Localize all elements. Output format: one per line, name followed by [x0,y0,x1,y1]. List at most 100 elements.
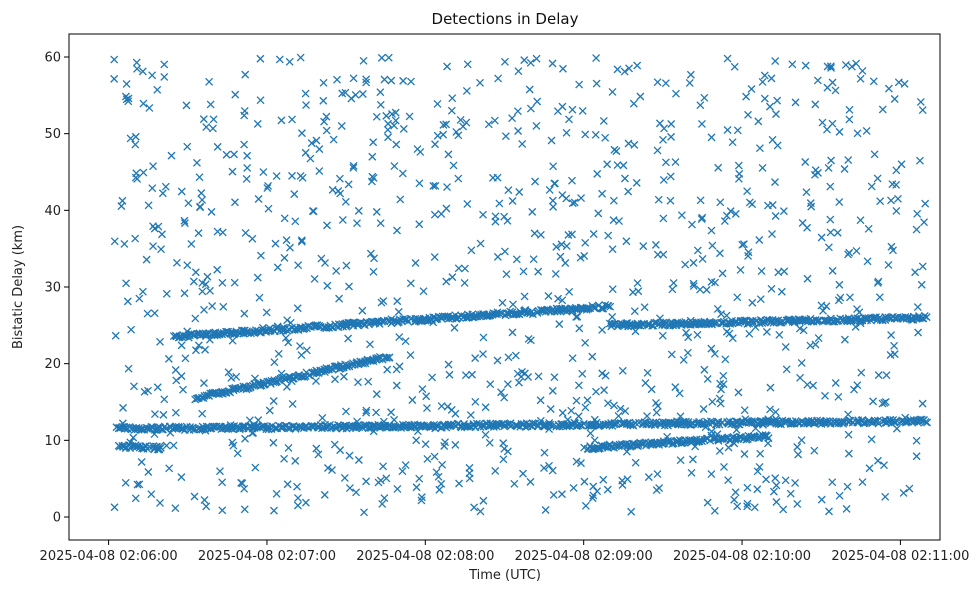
data-point [891,417,899,426]
data-point [515,378,523,387]
data-point [581,501,590,510]
data-point [454,174,463,183]
data-point [429,181,438,190]
data-point [526,58,535,67]
data-point [139,168,148,177]
data-point [148,184,157,193]
data-point [284,443,293,452]
data-point [763,201,772,210]
data-point [628,288,637,297]
data-point [320,490,329,499]
data-point [131,441,140,450]
data-point [909,312,918,321]
data-point [393,297,402,306]
data-point [224,368,233,377]
data-point [722,327,731,336]
data-point [240,484,249,493]
data-point [226,421,235,430]
data-point [376,88,385,97]
data-point [166,428,175,437]
data-point [679,356,688,364]
data-point [430,452,439,461]
data-point [231,90,240,99]
data-point [811,100,820,109]
data-point [568,199,577,208]
data-point [771,474,780,483]
data-point [835,491,844,500]
data-point [515,310,524,319]
data-point [396,195,405,204]
data-point [874,419,883,428]
data-point [762,475,771,484]
data-point [852,246,861,255]
data-point [612,441,621,450]
data-point [368,152,377,161]
data-point [394,307,403,316]
data-point [652,418,660,427]
data-point [574,381,583,390]
x-tick-label: 2025-04-08 02:10:00 [673,549,811,564]
data-point [358,306,367,315]
data-point [640,303,649,312]
data-point [730,495,739,504]
data-point [169,332,178,341]
data-point [599,475,608,484]
data-point [501,132,510,141]
data-point [606,302,615,311]
data-point [110,55,119,64]
data-point [809,381,818,390]
data-point [572,457,581,466]
data-point [392,381,401,390]
data-point [380,75,389,84]
data-point [219,302,228,311]
data-point [747,85,756,93]
data-point [143,309,152,318]
data-point [731,488,740,497]
data-point [264,181,273,190]
data-point [362,75,371,84]
data-point [345,282,353,291]
data-point [599,117,608,125]
data-point [280,454,289,463]
data-point [181,354,190,363]
data-point [301,89,310,98]
data-point [629,99,638,108]
data-point [479,350,487,359]
data-point [322,112,331,121]
data-point [122,79,131,88]
data-point [613,161,622,169]
data-point [406,279,415,288]
data-point [788,60,797,69]
data-point [399,76,408,85]
data-point [338,216,347,224]
data-point [318,414,327,422]
data-point [413,145,422,154]
data-point [568,230,576,239]
data-point [296,53,305,62]
data-point [376,100,385,109]
data-point [198,195,207,204]
data-point [206,286,214,295]
data-point [110,237,119,246]
data-point [870,150,879,159]
data-point [779,207,788,216]
data-point [720,217,729,226]
data-point [348,361,357,369]
data-point [417,493,426,502]
data-point [476,239,485,248]
data-point [922,313,931,322]
data-point [588,420,597,429]
data-point [172,376,181,385]
data-point [282,236,291,245]
data-point [504,186,513,195]
data-point [440,312,449,321]
data-point [133,480,142,489]
data-point [852,59,861,68]
data-point [433,99,442,108]
data-point [673,417,681,426]
data-point [707,344,716,353]
data-point [416,316,425,325]
data-point [824,243,833,252]
data-point [534,372,543,381]
data-point [620,67,629,76]
